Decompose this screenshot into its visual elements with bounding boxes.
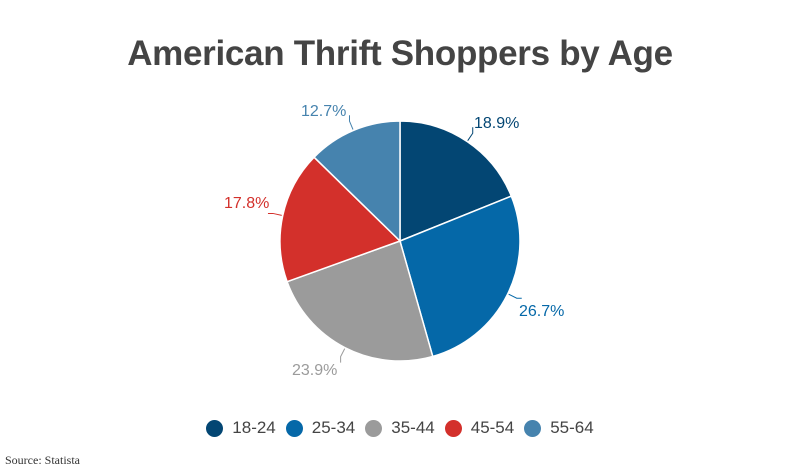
legend-item-18-24[interactable]: 18-24 (206, 418, 276, 438)
legend-label: 55-64 (550, 418, 594, 437)
leader-line (340, 348, 346, 363)
slice-label-45-54: 17.8% (224, 195, 269, 212)
legend-label: 35-44 (391, 418, 435, 437)
legend-dot-icon (444, 419, 462, 437)
legend: 18-24 25-34 35-44 45-54 55-64 (0, 418, 800, 438)
chart-title: American Thrift Shoppers by Age (127, 34, 673, 73)
leader-line (467, 127, 474, 141)
slice-label-18-24: 18.9% (474, 115, 519, 132)
slice-label-55-64: 12.7% (301, 103, 346, 120)
legend-label: 18-24 (232, 418, 276, 437)
legend-label: 25-34 (311, 418, 356, 437)
pie-slice-25-34[interactable] (399, 195, 521, 358)
legend-item-25-34[interactable]: 25-34 (285, 418, 356, 438)
legend-dot-icon (206, 419, 224, 437)
pie-slice-35-44[interactable] (286, 240, 434, 362)
legend-item-45-54[interactable]: 45-54 (444, 418, 515, 438)
pie-slice-55-64[interactable] (313, 120, 401, 243)
leader-line (267, 212, 282, 216)
legend-item-55-64[interactable]: 55-64 (524, 418, 594, 438)
legend-dot-icon (365, 419, 383, 437)
leader-line (348, 115, 354, 130)
slice-label-35-44: 23.9% (292, 362, 337, 379)
legend-label: 45-54 (470, 418, 515, 437)
legend-dot-icon (285, 419, 303, 437)
legend-dot-icon (524, 419, 542, 437)
pie-slice-18-24[interactable] (399, 120, 513, 243)
leader-lines (267, 115, 522, 363)
slice-label-25-34: 26.7% (519, 303, 564, 320)
source-note: Source: Statista (5, 453, 80, 467)
legend-item-35-44[interactable]: 35-44 (365, 418, 435, 438)
pie-slice-45-54[interactable] (279, 156, 402, 283)
pie-slices (279, 120, 521, 362)
leader-line (508, 293, 522, 299)
